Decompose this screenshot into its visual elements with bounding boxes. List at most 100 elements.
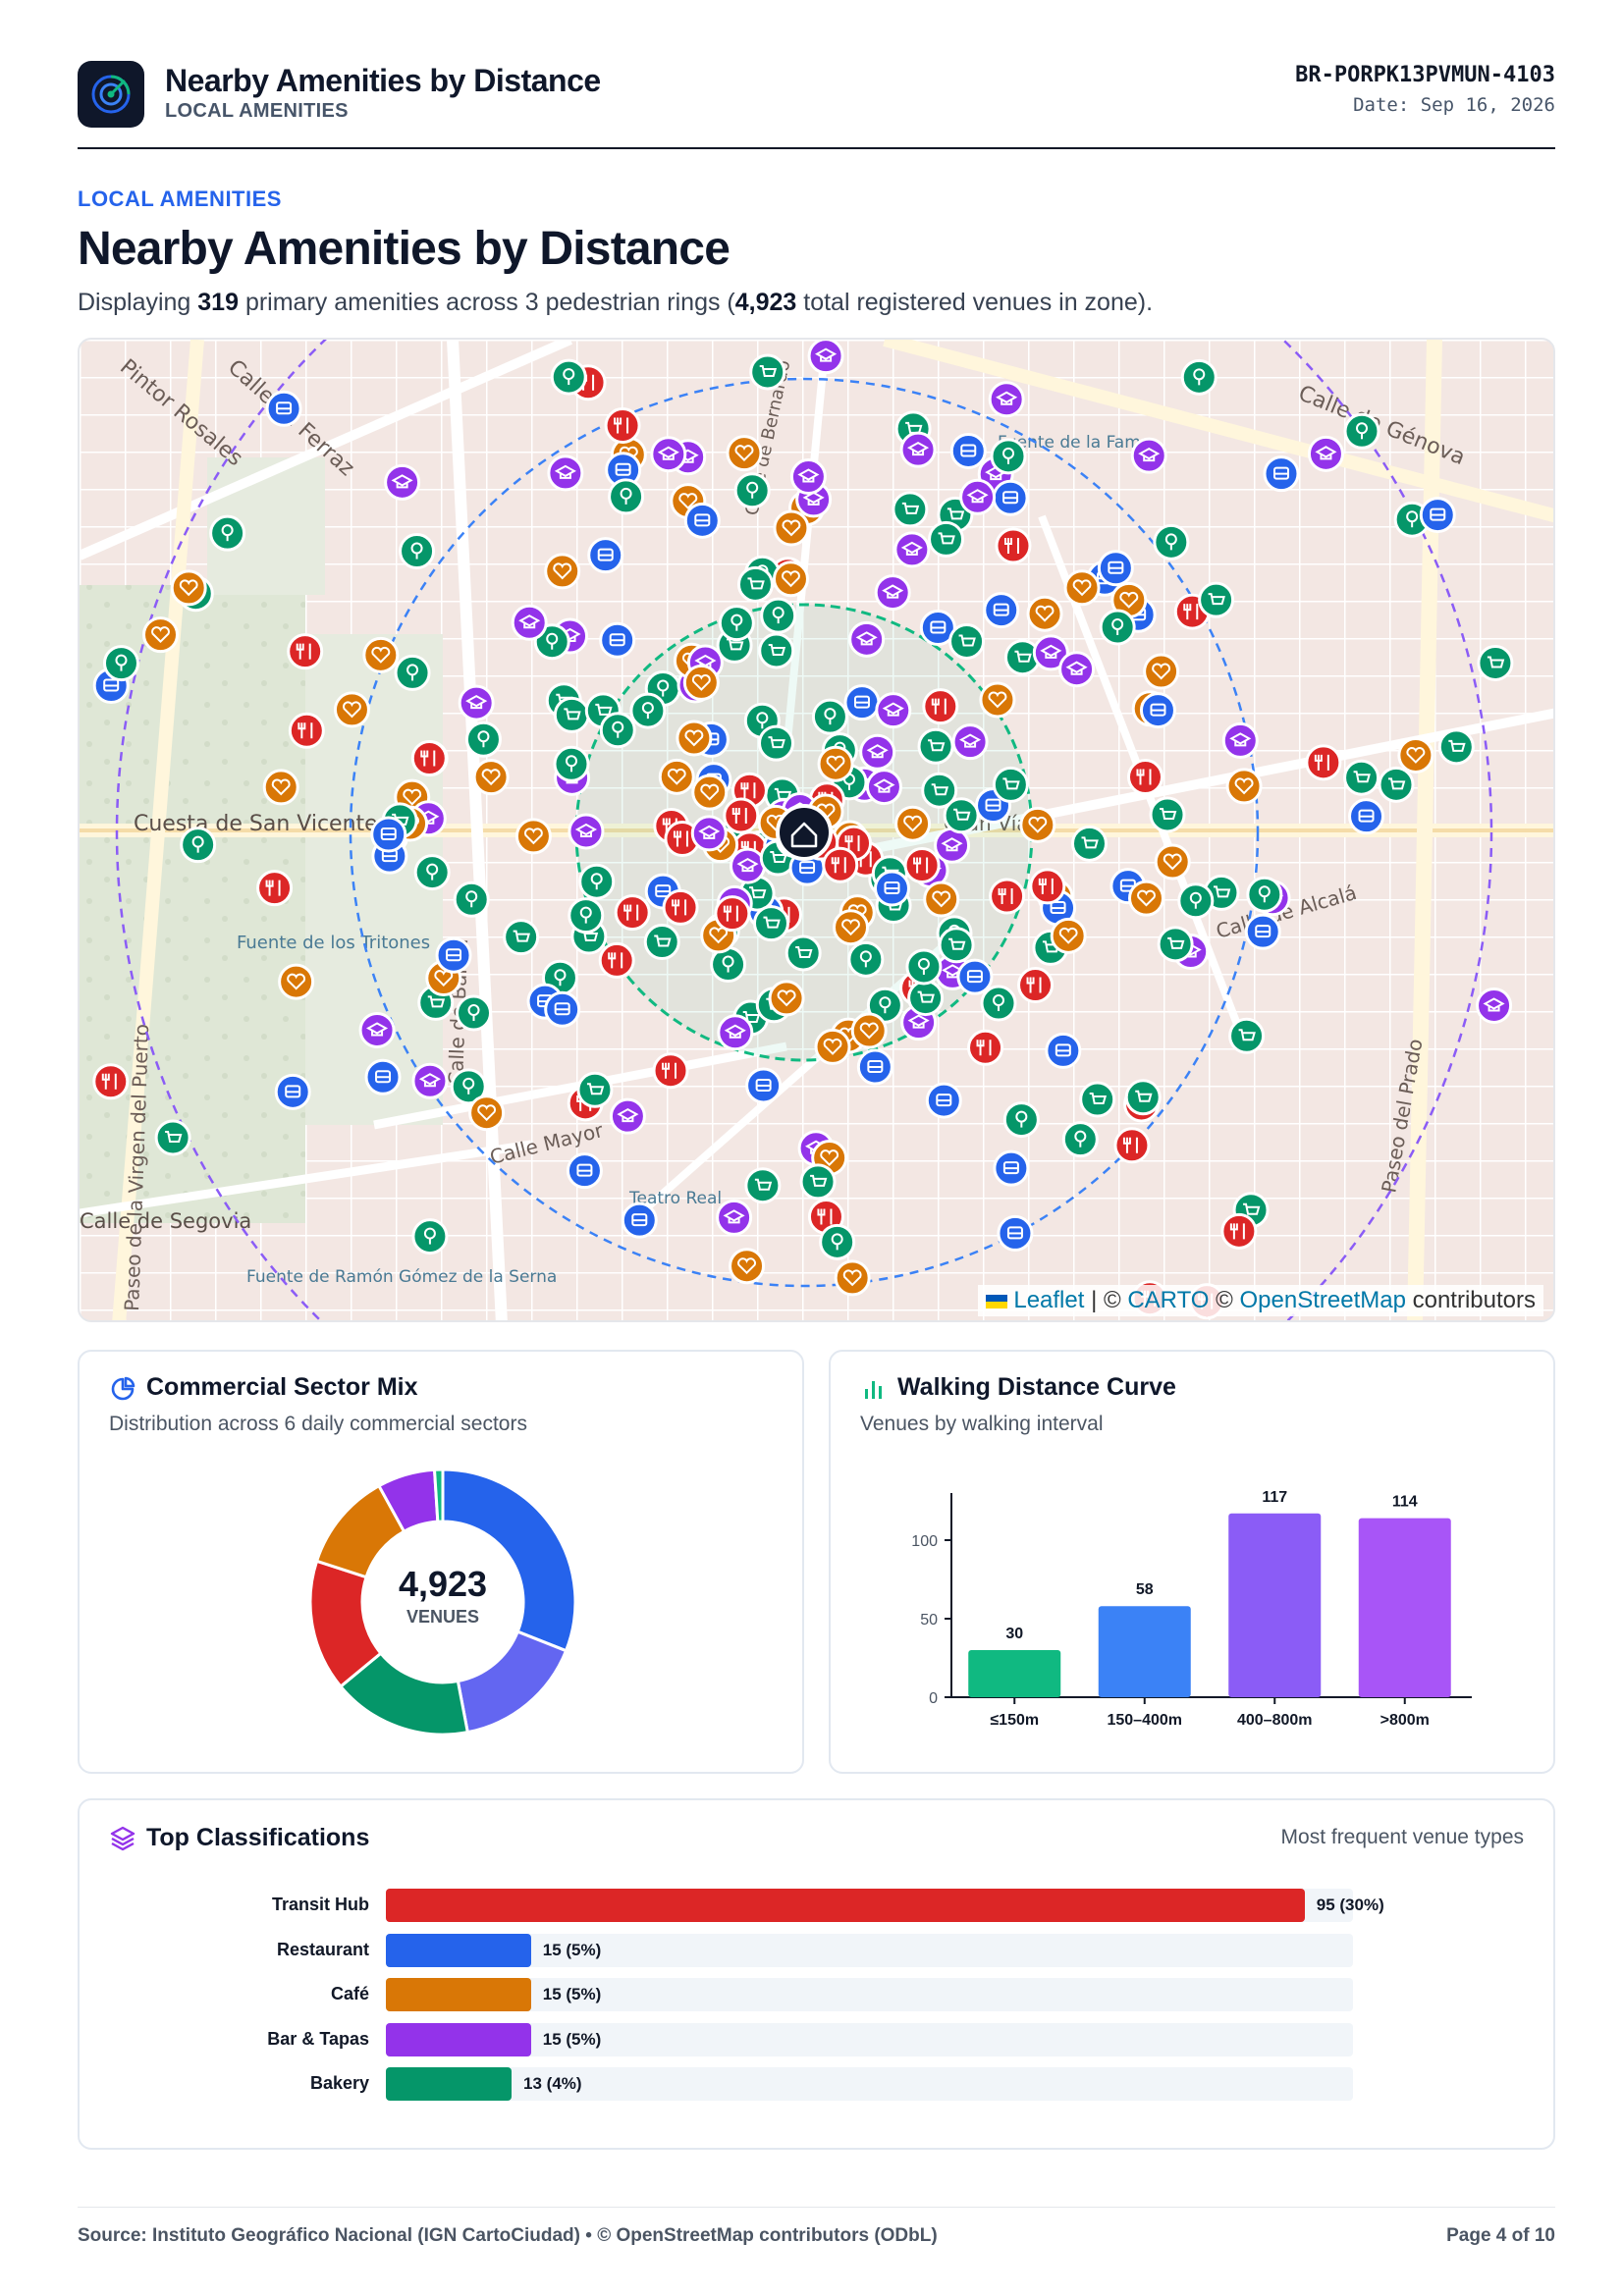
transit-marker[interactable] [599,621,636,659]
grocery-marker[interactable] [643,924,680,961]
park-marker[interactable] [1099,609,1136,646]
park-marker[interactable] [1153,523,1190,561]
transit-marker[interactable] [621,1201,658,1239]
education-marker[interactable] [859,733,896,771]
transit-marker[interactable] [925,1082,962,1119]
health-marker[interactable] [472,759,510,796]
health-marker[interactable] [768,980,805,1017]
education-marker[interactable] [716,1199,753,1236]
grocery-marker[interactable] [892,491,929,528]
transit-marker[interactable] [997,1214,1034,1252]
transit-marker[interactable] [274,1073,311,1110]
education-marker[interactable] [988,381,1025,418]
grocery-marker[interactable] [1124,1079,1162,1116]
restaurant-marker[interactable] [1305,744,1342,781]
health-marker[interactable] [1063,569,1101,607]
transit-marker[interactable] [1097,550,1134,587]
health-marker[interactable] [362,636,400,673]
park-marker[interactable] [568,897,605,934]
transit-marker[interactable] [683,502,721,539]
restaurant-marker[interactable] [604,407,641,445]
education-marker[interactable] [1307,435,1344,472]
grocery-marker[interactable] [1228,1017,1266,1054]
amenity-markers[interactable] [92,340,1514,1320]
restaurant-marker[interactable] [822,846,859,883]
park-marker[interactable] [413,854,451,891]
transit-marker[interactable] [993,1149,1030,1187]
park-marker[interactable] [464,721,502,758]
park-marker[interactable] [1061,1121,1099,1158]
park-marker[interactable] [209,514,246,552]
park-marker[interactable] [180,827,217,864]
grocery-marker[interactable] [921,772,958,809]
transit-marker[interactable] [566,1152,603,1190]
transit-marker[interactable] [265,390,302,427]
grocery-marker[interactable] [744,1167,782,1204]
transit-marker[interactable] [856,1048,893,1086]
park-marker[interactable] [760,597,797,634]
grocery-marker[interactable] [1378,766,1415,803]
education-marker[interactable] [789,458,827,496]
health-marker[interactable] [691,774,729,811]
education-marker[interactable] [458,684,495,721]
grocery-marker[interactable] [553,696,590,733]
education-marker[interactable] [893,531,931,568]
park-marker[interactable] [980,985,1017,1022]
health-marker[interactable] [979,681,1016,719]
restaurant-marker[interactable] [256,870,294,907]
education-marker[interactable] [717,1014,754,1051]
park-marker[interactable] [1180,358,1217,396]
grocery-marker[interactable] [154,1119,191,1156]
transit-marker[interactable] [919,610,956,647]
park-marker[interactable] [102,645,139,682]
health-marker[interactable] [850,1012,888,1049]
transit-marker[interactable] [605,452,642,489]
grocery-marker[interactable] [948,622,986,660]
health-marker[interactable] [772,561,809,598]
park-marker[interactable] [456,994,493,1032]
park-marker[interactable] [453,881,490,918]
park-marker[interactable] [1177,882,1215,920]
education-marker[interactable] [1476,987,1513,1024]
health-marker[interactable] [170,569,207,607]
restaurant-marker[interactable] [652,1052,689,1090]
transit-marker[interactable] [1244,913,1281,950]
health-marker[interactable] [468,1095,506,1132]
health-marker[interactable] [278,963,315,1000]
grocery-marker[interactable] [1477,644,1514,681]
grocery-marker[interactable] [1070,825,1108,862]
health-marker[interactable] [923,881,960,918]
education-marker[interactable] [609,1097,646,1135]
education-marker[interactable] [1032,634,1069,671]
park-marker[interactable] [811,698,848,735]
park-marker[interactable] [990,438,1027,475]
grocery-marker[interactable] [758,724,795,762]
restaurant-marker[interactable] [92,1063,130,1100]
grocery-marker[interactable] [917,727,954,765]
health-marker[interactable] [1225,768,1263,805]
health-marker[interactable] [333,691,370,728]
park-marker[interactable] [599,712,636,749]
restaurant-marker[interactable] [723,797,760,834]
transit-marker[interactable] [1263,455,1300,493]
grocery-marker[interactable] [758,632,795,669]
park-marker[interactable] [1002,1101,1040,1139]
health-marker[interactable] [894,805,932,842]
osm-link[interactable]: OpenStreetMap [1239,1287,1406,1313]
transit-marker[interactable] [1045,1032,1082,1069]
education-marker[interactable] [865,769,902,806]
park-marker[interactable] [553,745,590,782]
grocery-marker[interactable] [1343,759,1380,796]
park-marker[interactable] [847,940,885,978]
park-marker[interactable] [411,1218,449,1255]
grocery-marker[interactable] [992,766,1029,803]
health-marker[interactable] [833,909,870,946]
transit-marker[interactable] [1139,692,1176,729]
health-marker[interactable] [1128,880,1165,917]
park-marker[interactable] [1246,876,1283,913]
grocery-marker[interactable] [943,797,980,834]
health-marker[interactable] [658,758,695,795]
transit-marker[interactable] [370,816,407,853]
park-marker[interactable] [394,654,431,691]
